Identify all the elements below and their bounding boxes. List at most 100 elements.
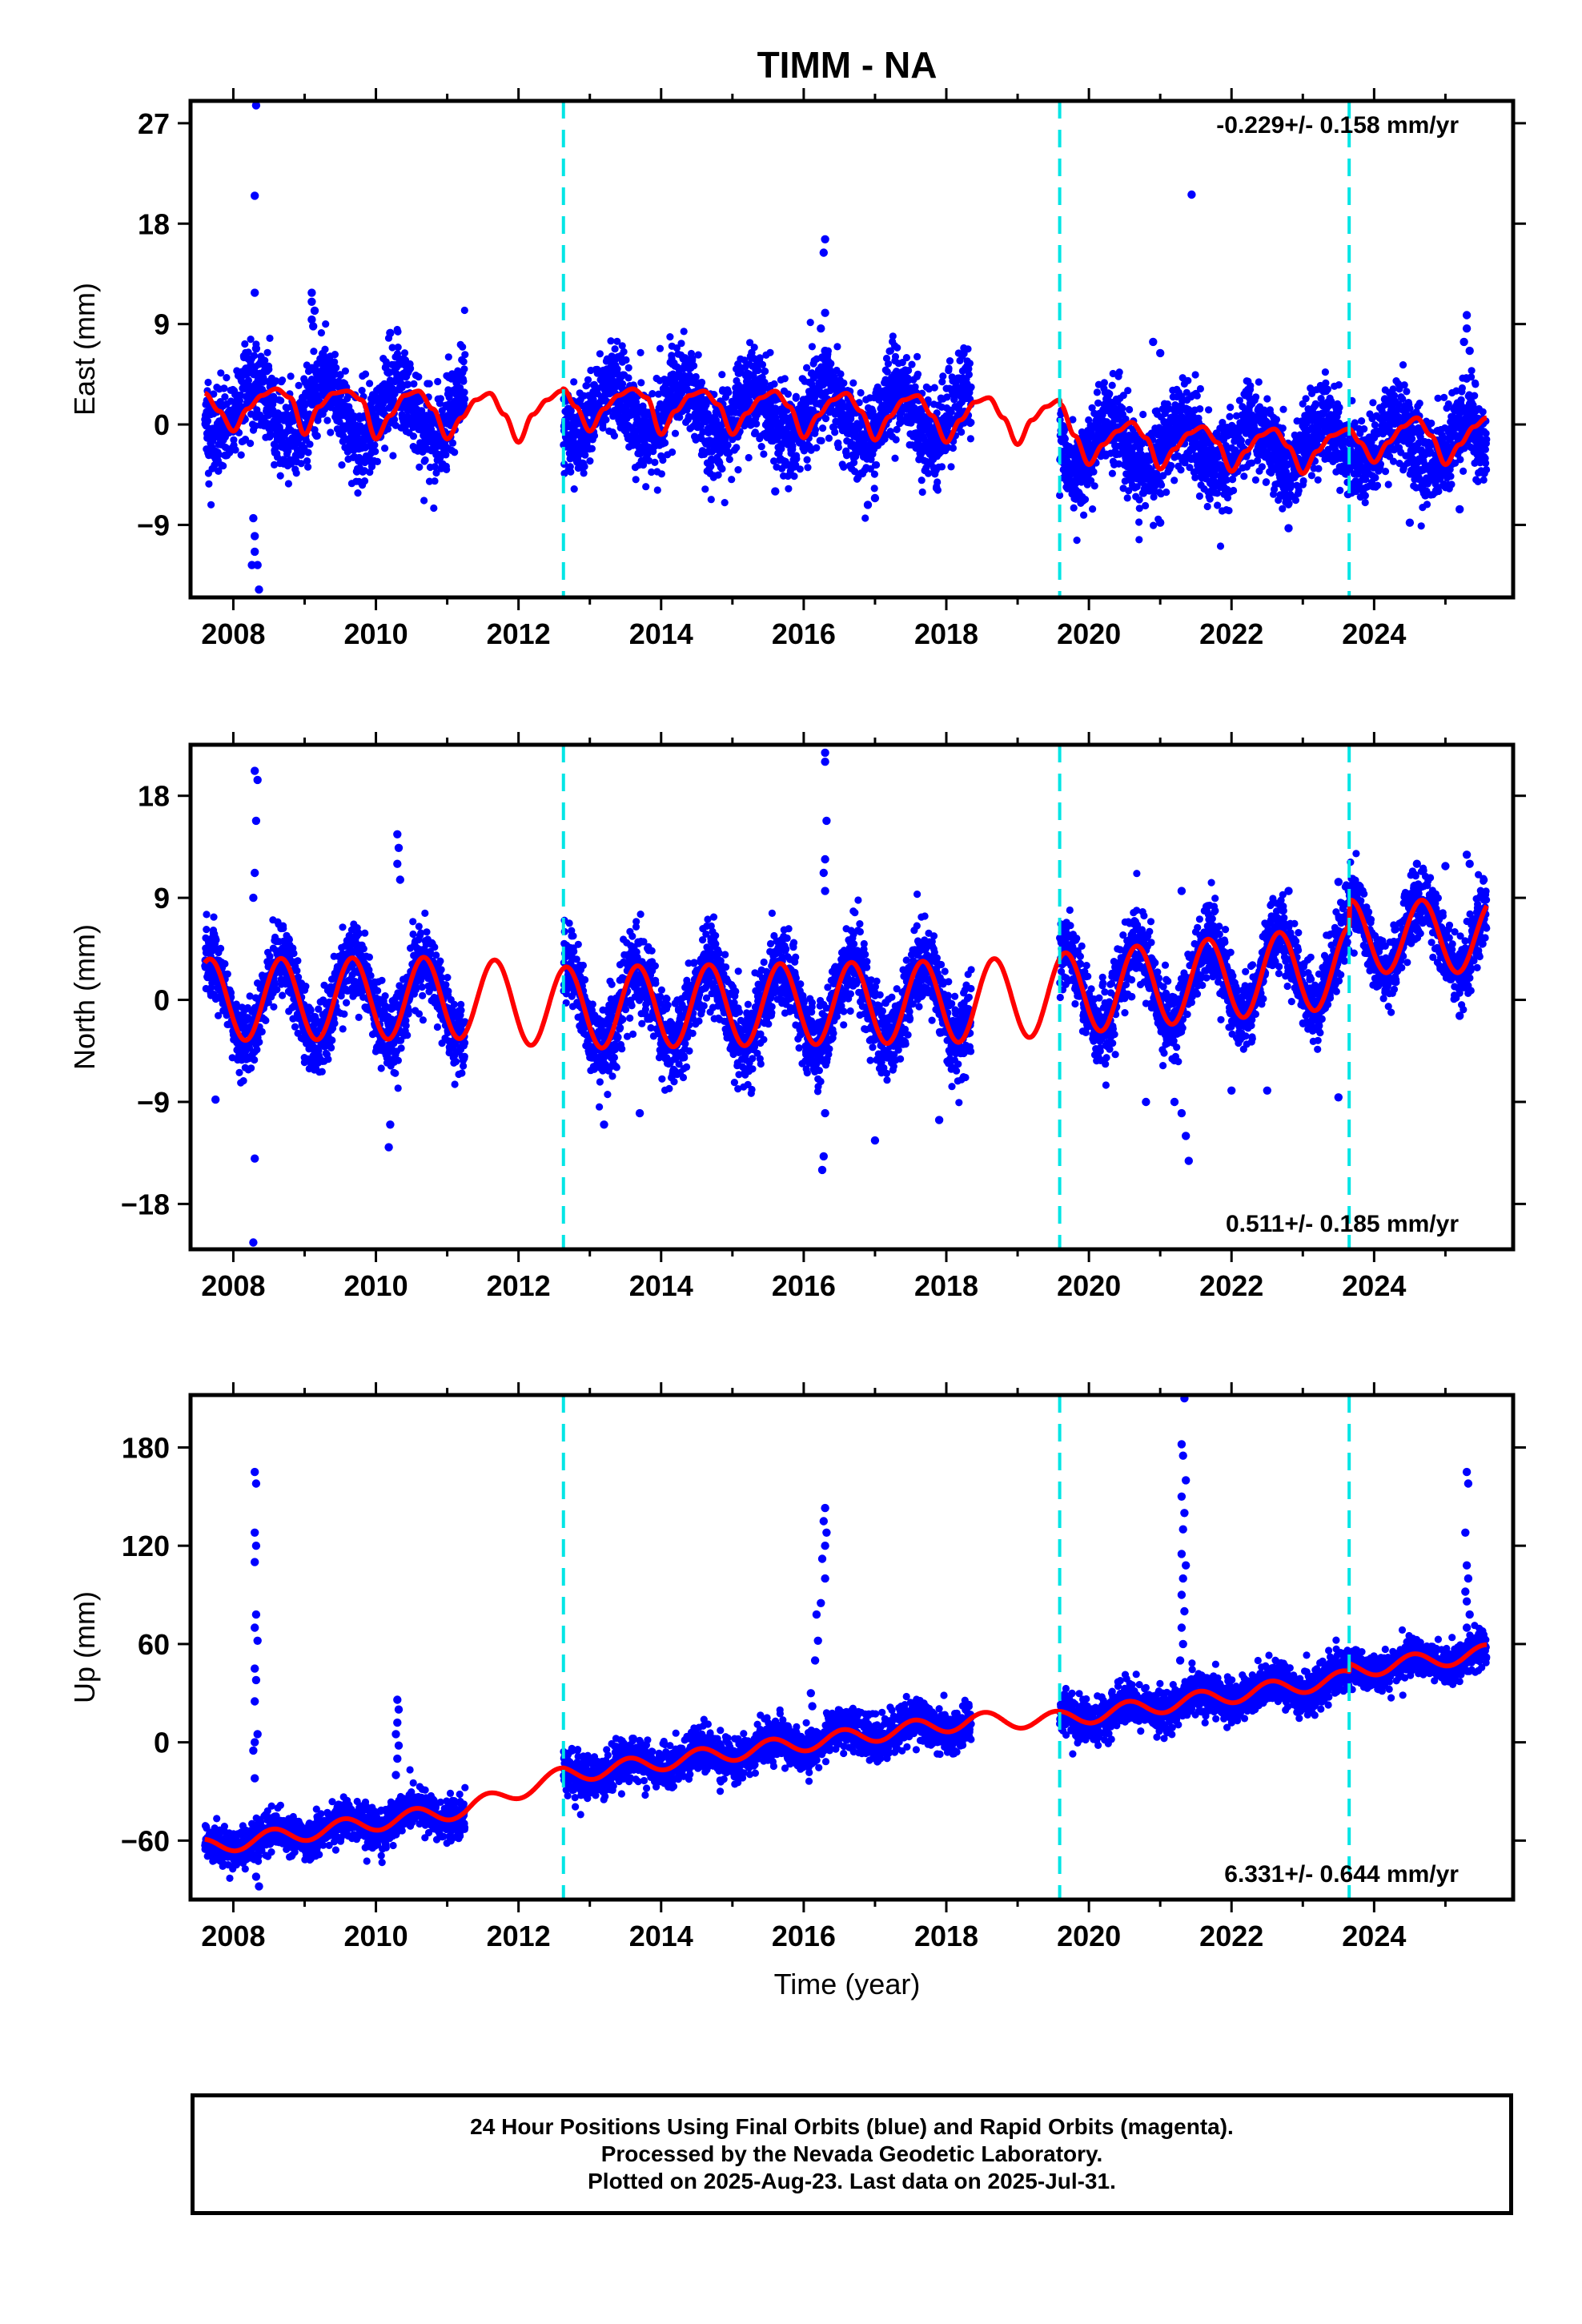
data-point [215, 467, 223, 475]
data-point [1336, 486, 1344, 495]
data-point [796, 465, 804, 473]
data-point [1123, 494, 1131, 502]
data-point [1100, 379, 1108, 387]
data-point [651, 458, 659, 467]
data-point [322, 320, 330, 328]
data-point [808, 343, 817, 351]
data-point [692, 372, 700, 381]
data-point [247, 336, 255, 344]
data-point [261, 356, 269, 364]
data-point [304, 448, 312, 456]
data-point [947, 463, 955, 471]
data-point [244, 376, 252, 384]
data-point [444, 353, 452, 361]
data-point [313, 432, 321, 440]
data-point [297, 460, 305, 468]
data-point [707, 496, 715, 504]
data-point [624, 374, 632, 382]
data-point [327, 428, 335, 436]
data-point [382, 358, 390, 366]
data-point [570, 485, 578, 493]
data-point [1135, 496, 1143, 504]
data-point [215, 451, 223, 459]
data-point [1090, 468, 1098, 476]
data-point [821, 415, 830, 423]
data-point [721, 499, 729, 507]
data-point [431, 477, 439, 485]
data-point [461, 395, 469, 403]
data-point [753, 420, 761, 428]
data-point [833, 343, 841, 351]
data-point [602, 416, 610, 424]
data-point [806, 319, 814, 327]
data-point [1322, 379, 1330, 387]
data-point [358, 387, 366, 395]
data-point [393, 350, 402, 358]
data-point [813, 444, 821, 452]
data-point [425, 380, 433, 388]
data-point [416, 463, 424, 471]
data-point [586, 457, 594, 465]
data-point [221, 393, 229, 401]
data-point [966, 435, 974, 443]
data-point [581, 451, 589, 459]
data-point [366, 468, 374, 476]
data-point [661, 439, 669, 447]
data-point [1335, 404, 1343, 412]
data-point [934, 478, 942, 486]
data-point [1358, 417, 1366, 425]
data-point [247, 440, 255, 448]
data-point [690, 362, 698, 370]
data-point [945, 364, 953, 372]
data-point [338, 461, 346, 469]
data-point [241, 340, 249, 348]
data-point [849, 379, 857, 387]
data-point [217, 369, 225, 377]
data-point [1279, 505, 1287, 513]
data-point [1195, 492, 1203, 501]
data-point [817, 436, 825, 445]
data-point [1371, 421, 1379, 429]
data-point [460, 403, 468, 411]
data-point [289, 417, 298, 425]
data-point [332, 364, 340, 372]
data-point [361, 370, 370, 378]
data-point [371, 441, 379, 449]
data-point [259, 374, 267, 382]
data-point [750, 344, 758, 352]
data-point [1291, 497, 1299, 505]
data-point [873, 460, 881, 469]
data-point [1089, 505, 1097, 513]
data-point [434, 377, 442, 386]
data-point [1373, 481, 1382, 489]
data-point [409, 432, 418, 440]
data-point [1321, 368, 1329, 376]
data-point [1073, 537, 1081, 545]
data-point [287, 372, 295, 380]
data-point [745, 453, 753, 462]
data-point [966, 360, 974, 368]
data-point [725, 388, 733, 396]
data-point [892, 436, 900, 444]
data-point [461, 351, 469, 359]
data-point [913, 352, 921, 360]
data-point [438, 407, 446, 415]
data-point [596, 350, 604, 358]
data-point [622, 356, 630, 364]
data-point [1227, 404, 1235, 412]
data-point [336, 372, 344, 380]
data-point [761, 368, 769, 376]
data-point [831, 428, 839, 436]
data-point [567, 468, 575, 476]
data-point [949, 444, 957, 452]
data-point [207, 501, 215, 509]
data-point [263, 348, 271, 356]
data-point [1302, 395, 1310, 403]
data-point [1230, 486, 1238, 495]
data-point [276, 472, 284, 480]
data-point [223, 374, 231, 382]
data-point [331, 351, 339, 359]
data-point [792, 392, 801, 400]
data-point [653, 486, 661, 494]
